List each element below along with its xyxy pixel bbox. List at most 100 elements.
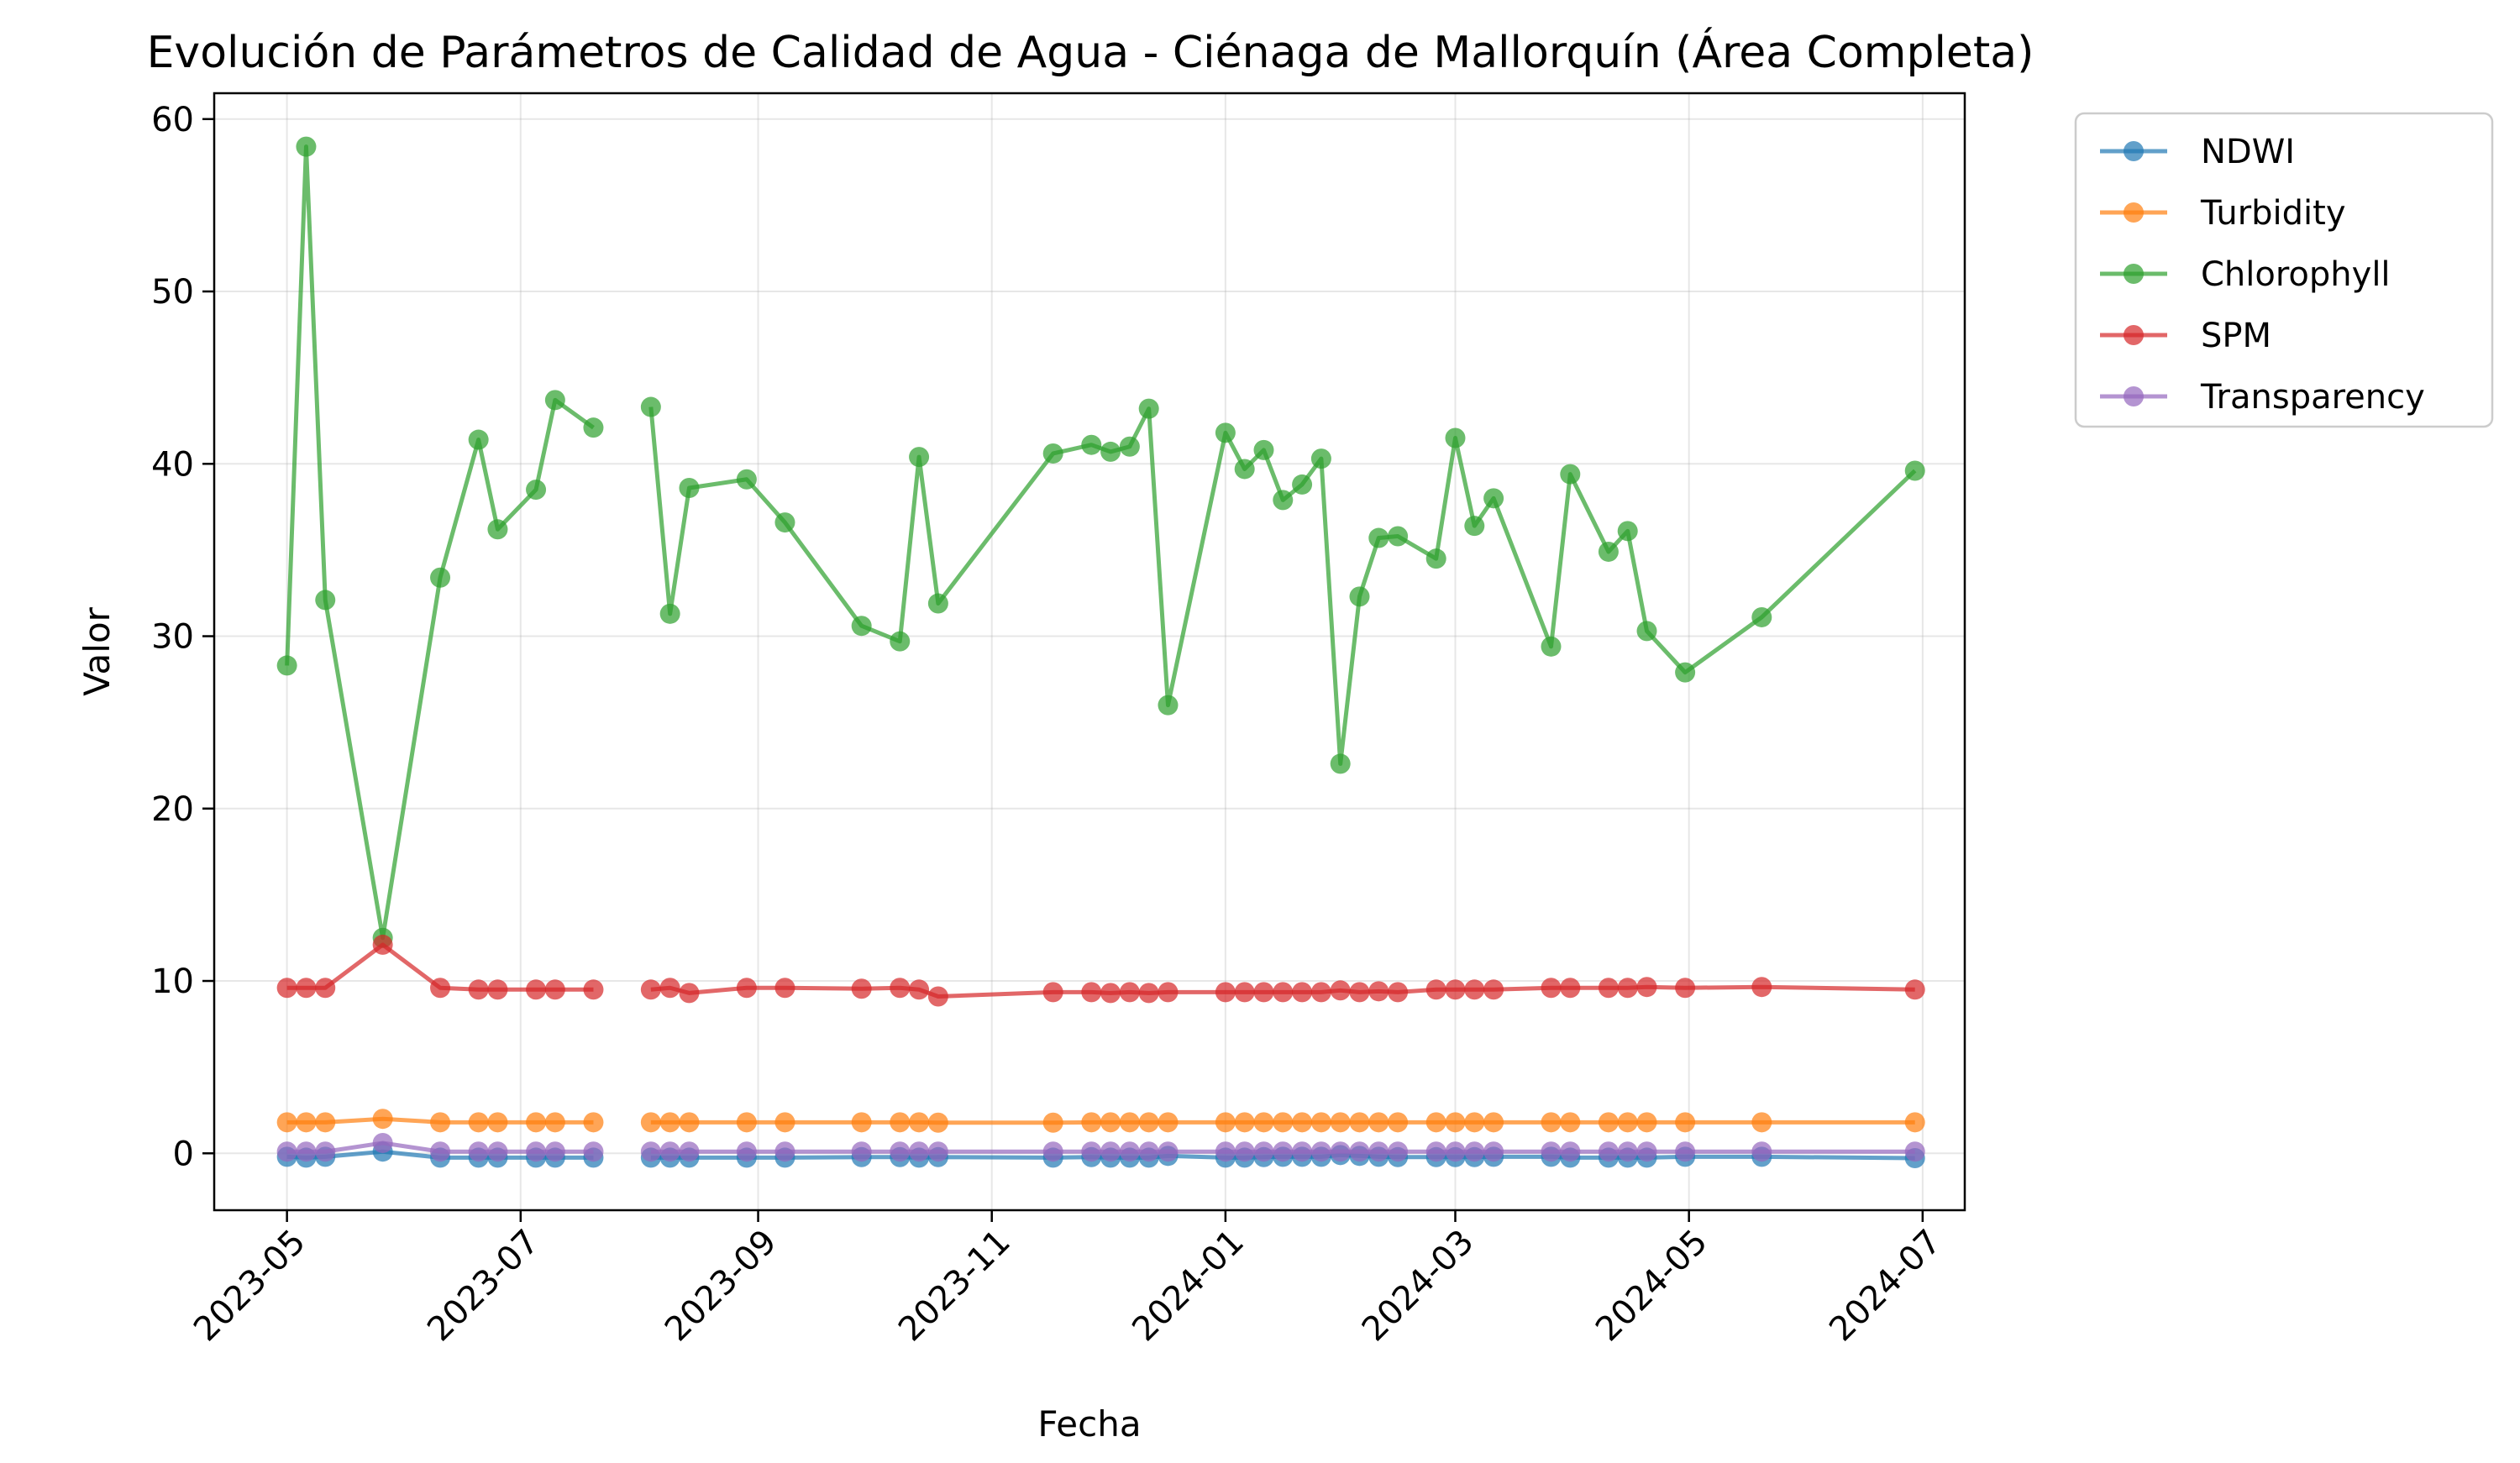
legend-item-transparency: Transparency bbox=[2100, 378, 2425, 417]
data-point bbox=[1464, 1112, 1485, 1133]
data-point bbox=[276, 1112, 297, 1133]
data-point bbox=[679, 1141, 700, 1162]
data-point bbox=[1636, 1141, 1657, 1162]
data-point bbox=[1368, 1141, 1389, 1162]
data-point bbox=[487, 1112, 508, 1133]
data-point bbox=[1388, 982, 1409, 1003]
data-point bbox=[315, 1112, 336, 1133]
data-point bbox=[1541, 978, 1562, 999]
data-point bbox=[1158, 1141, 1179, 1162]
data-point bbox=[1675, 978, 1696, 999]
data-point bbox=[1464, 1141, 1485, 1162]
data-point bbox=[1368, 527, 1389, 548]
data-point bbox=[526, 979, 547, 1000]
data-point bbox=[1598, 1141, 1619, 1162]
data-point bbox=[774, 978, 795, 999]
data-point bbox=[1273, 1112, 1294, 1133]
y-tick-label: 10 bbox=[151, 962, 194, 1001]
data-point bbox=[1081, 982, 1102, 1003]
data-point bbox=[526, 480, 547, 501]
x-tick-label: 2023-05 bbox=[186, 1223, 313, 1350]
data-point bbox=[1100, 1112, 1121, 1133]
data-point bbox=[1675, 1141, 1696, 1162]
data-point bbox=[526, 1112, 547, 1133]
series-spm bbox=[276, 934, 1925, 1007]
legend: NDWI Turbidity Chlorophyll SPM Transparency bbox=[2074, 112, 2494, 428]
data-point bbox=[1636, 1112, 1657, 1133]
data-point bbox=[1560, 978, 1581, 999]
data-point bbox=[1598, 978, 1619, 999]
x-tick-label: 2023-07 bbox=[420, 1223, 547, 1350]
data-point bbox=[1425, 1112, 1446, 1133]
data-point bbox=[659, 603, 680, 624]
data-point bbox=[640, 979, 661, 1000]
data-point bbox=[544, 979, 565, 1000]
data-point bbox=[851, 1112, 872, 1133]
data-point bbox=[1292, 474, 1313, 495]
data-point bbox=[1253, 1141, 1274, 1162]
data-point bbox=[526, 1141, 547, 1162]
data-point bbox=[1330, 980, 1351, 1001]
data-point bbox=[1425, 979, 1446, 1000]
data-point bbox=[774, 1141, 795, 1162]
data-point bbox=[468, 1112, 489, 1133]
data-point bbox=[487, 979, 508, 1000]
data-point bbox=[1292, 1112, 1313, 1133]
data-point bbox=[640, 1141, 661, 1162]
x-tick-label: 2024-05 bbox=[1588, 1223, 1715, 1350]
data-point bbox=[1388, 1141, 1409, 1162]
data-point bbox=[1598, 1112, 1619, 1133]
data-point bbox=[909, 979, 930, 1000]
y-tick-label: 0 bbox=[173, 1135, 194, 1173]
data-point bbox=[890, 1141, 911, 1162]
series-transparency bbox=[276, 1132, 1925, 1162]
data-point bbox=[372, 934, 393, 955]
data-point bbox=[851, 1141, 872, 1162]
data-point bbox=[1445, 1141, 1466, 1162]
data-point bbox=[1349, 982, 1370, 1003]
data-point bbox=[1617, 1141, 1638, 1162]
data-point bbox=[1253, 439, 1274, 460]
data-point bbox=[1273, 1141, 1294, 1162]
data-point bbox=[1330, 1141, 1351, 1162]
data-point bbox=[1158, 1112, 1179, 1133]
legend-marker bbox=[2124, 386, 2144, 406]
data-point bbox=[1425, 1141, 1446, 1162]
y-axis-label: Valor bbox=[76, 606, 118, 696]
data-point bbox=[315, 590, 336, 611]
data-point bbox=[1273, 490, 1294, 511]
legend-item-turbidity: Turbidity bbox=[2100, 194, 2346, 233]
chart-title: Evolución de Parámetros de Calidad de Ag… bbox=[147, 27, 2034, 78]
legend-marker bbox=[2124, 325, 2144, 345]
data-point bbox=[1464, 979, 1485, 1000]
data-point bbox=[296, 1112, 317, 1133]
data-point bbox=[583, 1141, 604, 1162]
data-point bbox=[1234, 1141, 1255, 1162]
data-point bbox=[1560, 464, 1581, 485]
data-point bbox=[1234, 982, 1255, 1003]
x-tick-label: 2023-09 bbox=[658, 1223, 785, 1350]
data-point bbox=[1636, 621, 1657, 642]
data-point bbox=[468, 1141, 489, 1162]
data-point bbox=[1751, 1141, 1772, 1162]
legend-marker bbox=[2124, 202, 2144, 223]
data-point bbox=[468, 979, 489, 1000]
data-point bbox=[909, 447, 930, 468]
y-axis: 0 10 20 30 40 50 60 bbox=[151, 101, 214, 1173]
data-point bbox=[430, 1141, 451, 1162]
data-point bbox=[296, 978, 317, 999]
data-point bbox=[1483, 1112, 1504, 1133]
legend-label: Chlorophyll bbox=[2201, 255, 2391, 294]
data-point bbox=[736, 1141, 757, 1162]
data-point bbox=[430, 1112, 451, 1133]
legend-marker bbox=[2124, 264, 2144, 284]
data-point bbox=[909, 1112, 930, 1133]
data-point bbox=[1349, 586, 1370, 607]
x-tick-label: 2023-11 bbox=[891, 1223, 1018, 1350]
x-axis-label: Fecha bbox=[1037, 1403, 1141, 1445]
grid bbox=[214, 93, 1965, 1210]
data-point bbox=[583, 979, 604, 1000]
data-point bbox=[927, 593, 948, 614]
data-point bbox=[640, 396, 661, 417]
